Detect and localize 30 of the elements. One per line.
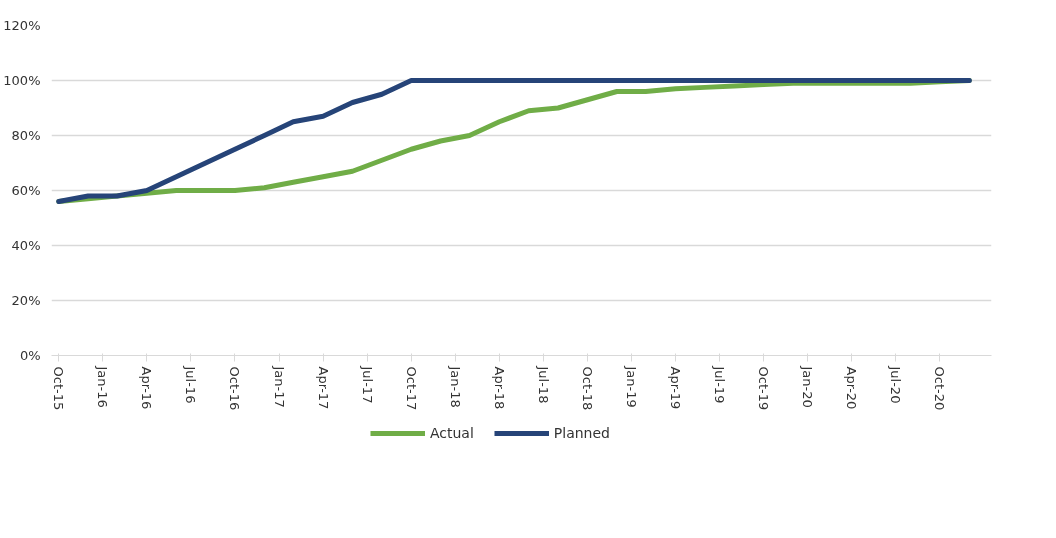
- legend-label: Actual: [429, 425, 474, 441]
- x-tick-label: Oct-17: [403, 366, 419, 411]
- x-tick-label: Jul-17: [359, 365, 375, 404]
- x-tick-label: Jul-19: [712, 365, 728, 404]
- y-tick-label: 100%: [3, 73, 41, 88]
- x-tick-label: Oct-19: [756, 366, 772, 411]
- y-tick-label: 40%: [11, 238, 41, 253]
- x-tick-label: Oct-20: [932, 366, 948, 411]
- y-tick-label: 0%: [19, 348, 41, 363]
- x-tick-label: Apr-16: [139, 366, 155, 410]
- y-tick-label: 60%: [11, 183, 41, 198]
- x-tick-label: Oct-16: [227, 366, 243, 411]
- x-tick-label: Jan-18: [447, 365, 463, 408]
- x-tick-label: Apr-17: [315, 366, 331, 410]
- x-tick-label: Jul-16: [183, 365, 199, 404]
- x-tick-label: Apr-19: [668, 366, 684, 410]
- y-tick-label: 20%: [11, 293, 41, 308]
- x-tick-label: Jan-16: [95, 365, 111, 408]
- x-tick-label: Apr-18: [491, 366, 507, 410]
- x-tick-label: Jan-17: [271, 365, 287, 408]
- legend-label: Planned: [553, 425, 610, 441]
- x-tick-label: Jul-20: [888, 365, 904, 404]
- x-tick-label: Jan-19: [624, 365, 640, 408]
- x-tick-label: Jul-18: [535, 365, 551, 404]
- y-tick-label: 80%: [11, 128, 41, 143]
- x-tick-label: Apr-20: [844, 366, 860, 410]
- x-tick-label: Oct-18: [579, 366, 595, 411]
- x-tick-label: Oct-15: [51, 366, 67, 411]
- x-tick-label: Jan-20: [800, 365, 816, 408]
- y-tick-label: 120%: [3, 18, 41, 33]
